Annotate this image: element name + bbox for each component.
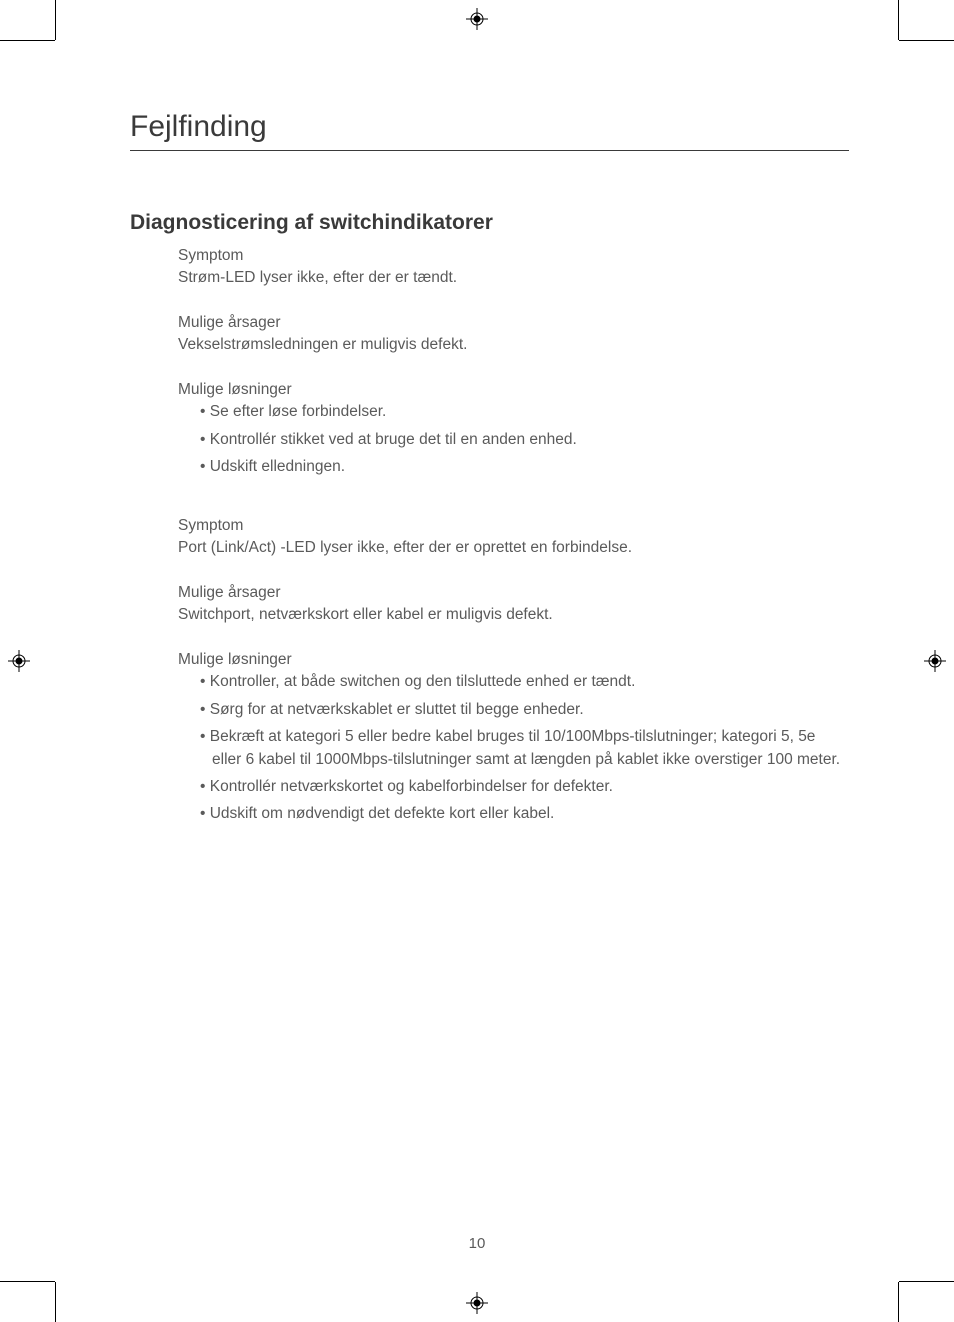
causes-label: Mulige årsager: [178, 312, 849, 334]
page-number: 10: [55, 1235, 899, 1252]
solutions-list: Se efter løse forbindelser. Kontrollér s…: [200, 401, 849, 478]
list-item: Udskift elledningen.: [200, 456, 849, 478]
crop-mark: [899, 1281, 954, 1282]
causes-text: Switchport, netværkskort eller kabel er …: [178, 604, 849, 626]
symptom-text: Port (Link/Act) -LED lyser ikke, efter d…: [178, 537, 849, 559]
list-item: Bekræft at kategori 5 eller bedre kabel …: [200, 726, 849, 771]
symptom-text: Strøm-LED lyser ikke, efter der er tændt…: [178, 267, 849, 289]
page-title: Fejlfinding: [130, 110, 849, 144]
solutions-label: Mulige løsninger: [178, 379, 849, 401]
page-content: Fejlfinding Diagnosticering af switchind…: [55, 40, 899, 1282]
list-item: Kontrollér stikket ved at bruge det til …: [200, 429, 849, 451]
registration-mark-icon: [924, 650, 946, 672]
crop-mark: [898, 1282, 899, 1322]
list-item: Kontroller, at både switchen og den tils…: [200, 671, 849, 693]
crop-mark: [899, 40, 954, 41]
section-heading: Diagnosticering af switchindikatorer: [130, 211, 849, 235]
issue-block-2: Symptom Port (Link/Act) -LED lyser ikke,…: [178, 515, 849, 826]
symptom-label: Symptom: [178, 245, 849, 267]
crop-mark: [0, 40, 55, 41]
crop-mark: [898, 0, 899, 40]
registration-mark-icon: [466, 1292, 488, 1314]
solutions-label: Mulige løsninger: [178, 649, 849, 671]
list-item: Kontrollér netværkskortet og kabelforbin…: [200, 776, 849, 798]
causes-label: Mulige årsager: [178, 582, 849, 604]
list-item: Se efter løse forbindelser.: [200, 401, 849, 423]
symptom-label: Symptom: [178, 515, 849, 537]
crop-mark: [55, 1282, 56, 1322]
crop-mark: [55, 0, 56, 40]
issue-block-1: Symptom Strøm-LED lyser ikke, efter der …: [178, 245, 849, 479]
list-item: Sørg for at netværkskablet er sluttet ti…: [200, 699, 849, 721]
causes-text: Vekselstrømsledningen er muligvis defekt…: [178, 334, 849, 356]
crop-mark: [0, 1281, 55, 1282]
registration-mark-icon: [466, 8, 488, 30]
registration-mark-icon: [8, 650, 30, 672]
solutions-list: Kontroller, at både switchen og den tils…: [200, 671, 849, 826]
list-item: Udskift om nødvendigt det defekte kort e…: [200, 803, 849, 825]
title-rule: [130, 150, 849, 151]
